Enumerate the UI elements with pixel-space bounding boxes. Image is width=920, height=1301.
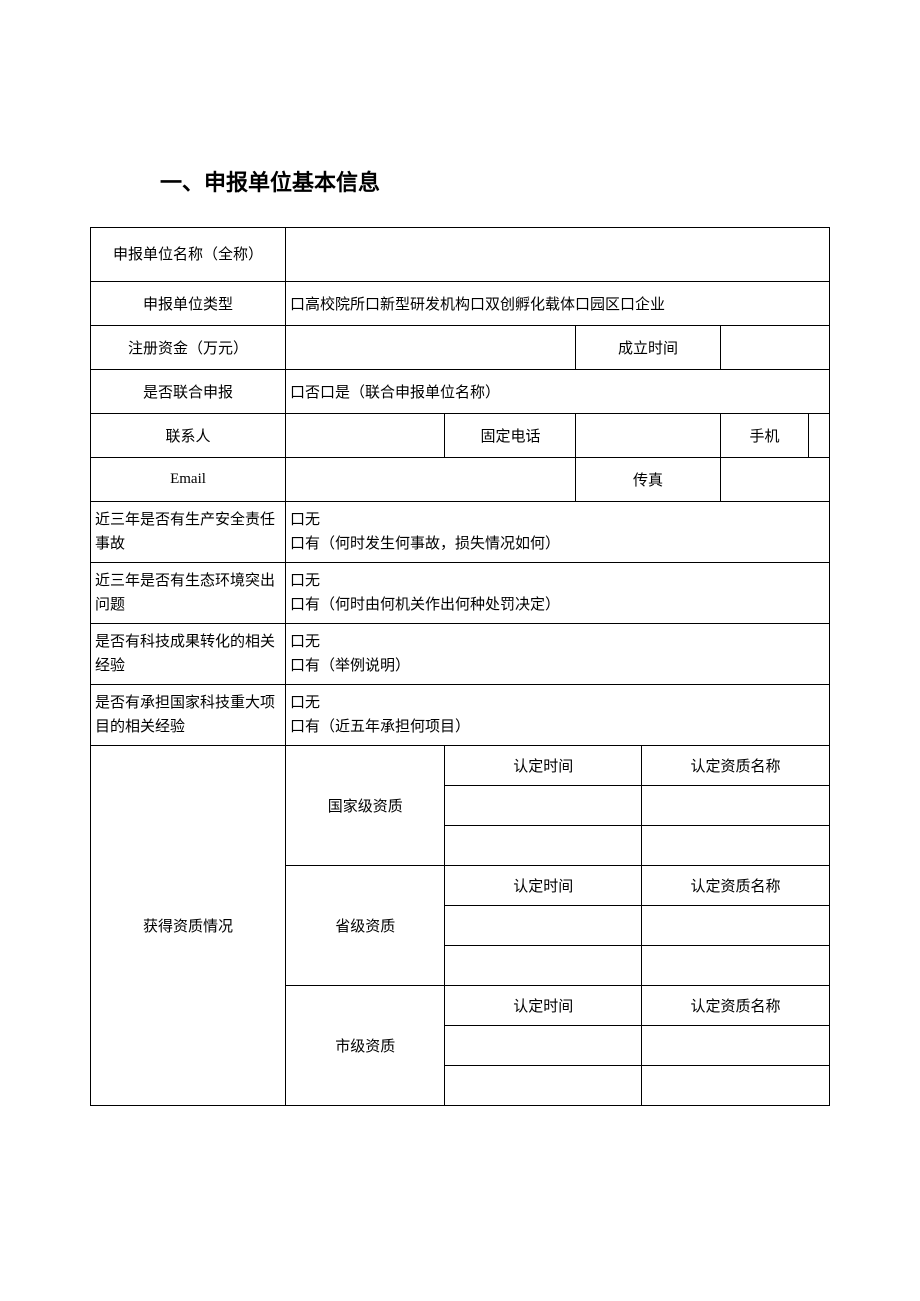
eco-label: 近三年是否有生态环境突出问题 [91,563,286,624]
unit-name-label: 申报单位名称（全称） [91,228,286,282]
provincial-cert-name-1 [641,906,829,946]
joint-value: 口否口是（联合申报单位名称） [286,370,830,414]
proj-value: 口无 口有（近五年承担何项目） [286,685,830,746]
qual-label: 获得资质情况 [91,746,286,1106]
provincial-cert-time-label: 认定时间 [445,866,641,906]
safety-line1: 口无 [290,508,825,532]
provincial-cert-time-1 [445,906,641,946]
proj-line1: 口无 [290,691,825,715]
safety-label: 近三年是否有生产安全责任事故 [91,502,286,563]
national-cert-name-1 [641,786,829,826]
city-cert-time-1 [445,1026,641,1066]
fixed-phone-label: 固定电话 [445,414,576,458]
tech-line1: 口无 [290,630,825,654]
contact-label: 联系人 [91,414,286,458]
safety-line2: 口有（何时发生何事故，损失情况如何） [290,532,825,556]
eco-line1: 口无 [290,569,825,593]
eco-line2: 口有（何时由何机关作出何种处罚决定） [290,593,825,617]
mobile-value [809,414,830,458]
email-label: Email [91,458,286,502]
national-cert-time-label: 认定时间 [445,746,641,786]
provincial-cert-name-label: 认定资质名称 [641,866,829,906]
tech-label: 是否有科技成果转化的相关经验 [91,624,286,685]
email-value [286,458,576,502]
est-time-value [720,326,829,370]
joint-label: 是否联合申报 [91,370,286,414]
info-table: 申报单位名称（全称） 申报单位类型 口高校院所口新型研发机构口双创孵化载体口园区… [90,227,830,1106]
tech-line2: 口有（举例说明） [290,654,825,678]
national-qual-label: 国家级资质 [286,746,445,866]
national-cert-name-label: 认定资质名称 [641,746,829,786]
fixed-phone-value [576,414,720,458]
eco-value: 口无 口有（何时由何机关作出何种处罚决定） [286,563,830,624]
city-cert-time-label: 认定时间 [445,986,641,1026]
fax-value [720,458,829,502]
est-time-label: 成立时间 [576,326,720,370]
unit-name-value [286,228,830,282]
city-cert-time-2 [445,1066,641,1106]
fax-label: 传真 [576,458,720,502]
safety-value: 口无 口有（何时发生何事故，损失情况如何） [286,502,830,563]
city-cert-name-label: 认定资质名称 [641,986,829,1026]
unit-type-label: 申报单位类型 [91,282,286,326]
provincial-qual-label: 省级资质 [286,866,445,986]
section-title: 一、申报单位基本信息 [160,165,830,197]
city-cert-name-2 [641,1066,829,1106]
reg-capital-value [286,326,576,370]
national-cert-time-1 [445,786,641,826]
mobile-label: 手机 [720,414,809,458]
tech-value: 口无 口有（举例说明） [286,624,830,685]
provincial-cert-name-2 [641,946,829,986]
provincial-cert-time-2 [445,946,641,986]
reg-capital-label: 注册资金（万元） [91,326,286,370]
proj-label: 是否有承担国家科技重大项目的相关经验 [91,685,286,746]
city-cert-name-1 [641,1026,829,1066]
national-cert-name-2 [641,826,829,866]
unit-type-value: 口高校院所口新型研发机构口双创孵化载体口园区口企业 [286,282,830,326]
proj-line2: 口有（近五年承担何项目） [290,715,825,739]
city-qual-label: 市级资质 [286,986,445,1106]
national-cert-time-2 [445,826,641,866]
contact-value [286,414,445,458]
